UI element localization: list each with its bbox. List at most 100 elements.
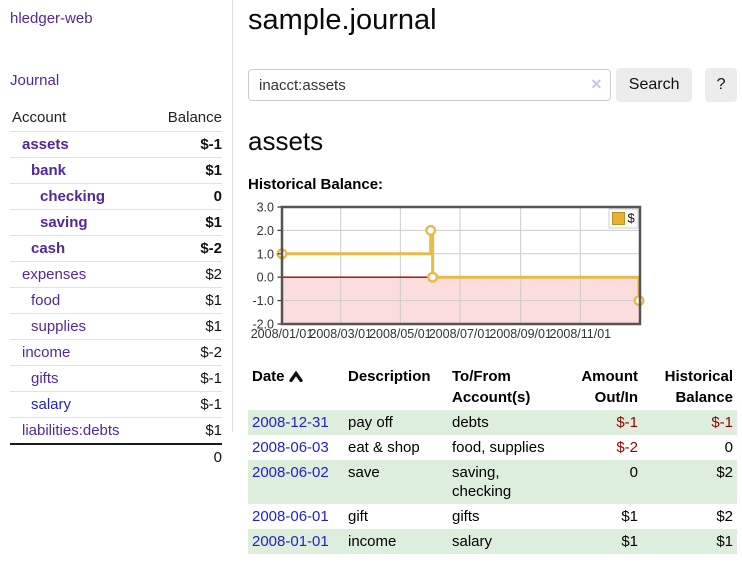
help-button[interactable]: ?: [705, 68, 737, 102]
account-balance: $-1: [150, 392, 222, 418]
account-balance: $1: [150, 314, 222, 340]
account-row: salary $-1: [10, 392, 222, 418]
register-col-label: Description: [348, 368, 431, 385]
transaction-balance: $-1: [642, 410, 737, 435]
transaction-date-link[interactable]: 2008-01-01: [252, 533, 329, 550]
svg-text:2008/07/01: 2008/07/01: [429, 327, 492, 341]
account-balance: $-2: [150, 340, 222, 366]
register-col-balance: Historical Balance: [642, 364, 737, 410]
transaction-amount: $1: [556, 529, 642, 554]
sidebar-account-link[interactable]: food: [31, 292, 60, 309]
svg-text:0.0: 0.0: [257, 271, 274, 285]
sidebar-account-link[interactable]: salary: [31, 396, 71, 413]
accounts-header-account: Account: [10, 105, 150, 132]
register-row: 2008-06-01 giftgifts$1$2: [248, 504, 737, 529]
sidebar-account-link[interactable]: gifts: [31, 370, 59, 387]
register-col-description: Description: [344, 364, 448, 410]
transaction-date-link[interactable]: 2008-06-01: [252, 508, 329, 525]
transaction-amount: $-2: [556, 435, 642, 460]
accounts-total-value: 0: [150, 444, 222, 470]
sidebar: hledger-web Journal Account Balance asse…: [0, 0, 233, 432]
register-col-accounts: To/From Account(s): [448, 364, 556, 410]
transaction-amount: 0: [556, 460, 642, 504]
svg-text:2008/09/01: 2008/09/01: [489, 327, 552, 341]
account-row: checking 0: [10, 184, 222, 210]
account-row: gifts $-1: [10, 366, 222, 392]
sidebar-account-link[interactable]: cash: [31, 240, 65, 257]
transaction-description: save: [344, 460, 448, 504]
accounts-total-row: 0: [10, 444, 222, 470]
account-row: supplies $1: [10, 314, 222, 340]
account-balance: $-2: [150, 236, 222, 262]
account-balance: $1: [150, 210, 222, 236]
register-header-row: Date Description To/From Account(s) Amount…: [248, 364, 737, 410]
sidebar-account-link[interactable]: checking: [40, 188, 105, 205]
account-row: assets$-1: [10, 132, 222, 158]
sidebar-account-link[interactable]: supplies: [31, 318, 86, 335]
transaction-balance: $2: [642, 460, 737, 504]
account-balance: $1: [150, 158, 222, 184]
account-row: cash $-2: [10, 236, 222, 262]
account-row: bank $1: [10, 158, 222, 184]
register-row: 2008-06-03eat & shopfood, supplies$-20: [248, 435, 737, 460]
sidebar-account-link[interactable]: saving: [40, 214, 88, 231]
account-row: food $1: [10, 288, 222, 314]
transaction-balance: $2: [642, 504, 737, 529]
nav-journal-link[interactable]: Journal: [10, 72, 222, 89]
transaction-accounts: gifts: [448, 504, 556, 529]
transaction-balance: $1: [642, 529, 737, 554]
transaction-date-link[interactable]: 2008-06-03: [252, 439, 329, 456]
search-button[interactable]: Search: [616, 68, 692, 102]
account-row: liabilities:debts $1: [10, 418, 222, 445]
register-table: Date Description To/From Account(s) Amount…: [248, 364, 737, 554]
search-input[interactable]: [248, 69, 611, 101]
account-balance: 0: [150, 184, 222, 210]
page-title: sample.journal: [248, 4, 737, 37]
chart-title: Historical Balance:: [248, 176, 737, 193]
sidebar-account-link[interactable]: bank: [31, 162, 66, 179]
account-heading: assets: [248, 126, 737, 157]
register-row: 2008-01-01incomesalary$1$1: [248, 529, 737, 554]
svg-text:3.0: 3.0: [257, 202, 274, 215]
svg-text:1.0: 1.0: [257, 247, 274, 261]
account-balance: $-1: [150, 366, 222, 392]
transaction-amount: $1: [556, 504, 642, 529]
search-bar: ✕ Search ?: [248, 68, 737, 102]
sidebar-account-link[interactable]: expenses: [22, 266, 86, 283]
register-col-label: To/From Account(s): [452, 368, 530, 406]
main-content: sample.journal ✕ Search ? assets Histori…: [248, 0, 737, 554]
register-col-date[interactable]: Date: [248, 364, 344, 410]
sidebar-account-link[interactable]: liabilities:debts: [22, 422, 120, 439]
sidebar-account-link[interactable]: income: [22, 344, 70, 361]
app-brand-link[interactable]: hledger-web: [10, 10, 222, 27]
search-input-wrapper: ✕: [248, 69, 611, 101]
register-row: 2008-06-02 savesaving, checking0$2: [248, 460, 737, 504]
transaction-accounts: food, supplies: [448, 435, 556, 460]
transaction-amount: $-1: [556, 410, 642, 435]
chart-svg: $3.02.01.00.0-1.0-2.02008/01/012008/03/0…: [248, 202, 645, 343]
transaction-description: pay off: [344, 410, 448, 435]
svg-text:2.0: 2.0: [257, 224, 274, 238]
accounts-table: Account Balance assets$-1bank$1checking0…: [10, 105, 222, 470]
account-balance: $1: [150, 418, 222, 445]
register-row: 2008-12-31pay offdebts$-1$-1: [248, 410, 737, 435]
transaction-date-link[interactable]: 2008-06-02: [252, 464, 329, 481]
account-balance: $1: [150, 288, 222, 314]
register-col-label: Date: [252, 368, 285, 385]
transaction-balance: 0: [642, 435, 737, 460]
accounts-header-row: Account Balance: [10, 105, 222, 132]
transaction-date-link[interactable]: 2008-12-31: [252, 414, 329, 431]
transaction-accounts: saving, checking: [448, 460, 556, 504]
svg-text:-1.0: -1.0: [252, 294, 274, 308]
transaction-accounts: salary: [448, 529, 556, 554]
svg-text:2008/11/01: 2008/11/01: [550, 327, 612, 341]
register-col-label: Amount Out/In: [581, 368, 638, 406]
register-col-amount: Amount Out/In: [556, 364, 642, 410]
clear-search-icon[interactable]: ✕: [591, 77, 603, 92]
transaction-accounts: debts: [448, 410, 556, 435]
sidebar-account-link[interactable]: assets: [22, 136, 69, 153]
register-col-label: Historical Balance: [665, 368, 733, 406]
sort-ascending-icon: [289, 371, 303, 382]
transaction-description: income: [344, 529, 448, 554]
transaction-description: gift: [344, 504, 448, 529]
